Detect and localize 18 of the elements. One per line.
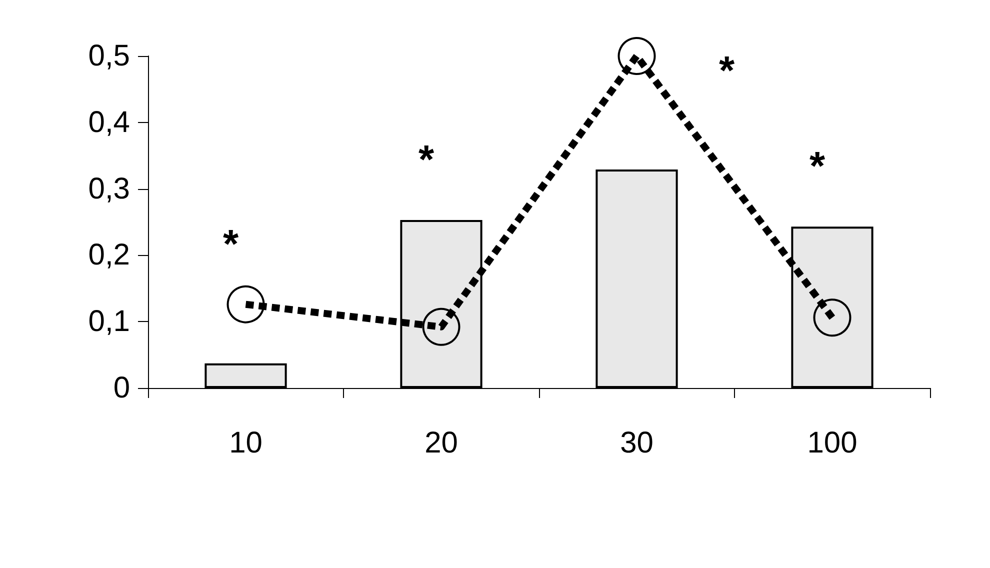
point xyxy=(813,298,852,337)
annotation: * xyxy=(718,49,735,93)
x-tick-label: 10 xyxy=(229,426,262,460)
y-tick-label: 0 xyxy=(113,372,130,404)
x-tick-label: 100 xyxy=(807,426,858,460)
annotation: * xyxy=(222,222,239,266)
point xyxy=(422,308,460,346)
annotation: * xyxy=(418,138,434,182)
y-tick-label: 0,4 xyxy=(88,106,130,139)
point xyxy=(226,285,265,324)
point xyxy=(618,37,656,75)
x-tick-label: 20 xyxy=(424,426,458,460)
annotation: * xyxy=(809,144,826,189)
y-tick-label: 0,1 xyxy=(88,305,130,338)
y-tick-label: 0,5 xyxy=(88,40,130,72)
x-tick-label: 30 xyxy=(620,426,654,460)
y-tick-label: 0,2 xyxy=(88,238,130,272)
y-tick-label: 0,3 xyxy=(88,172,130,206)
